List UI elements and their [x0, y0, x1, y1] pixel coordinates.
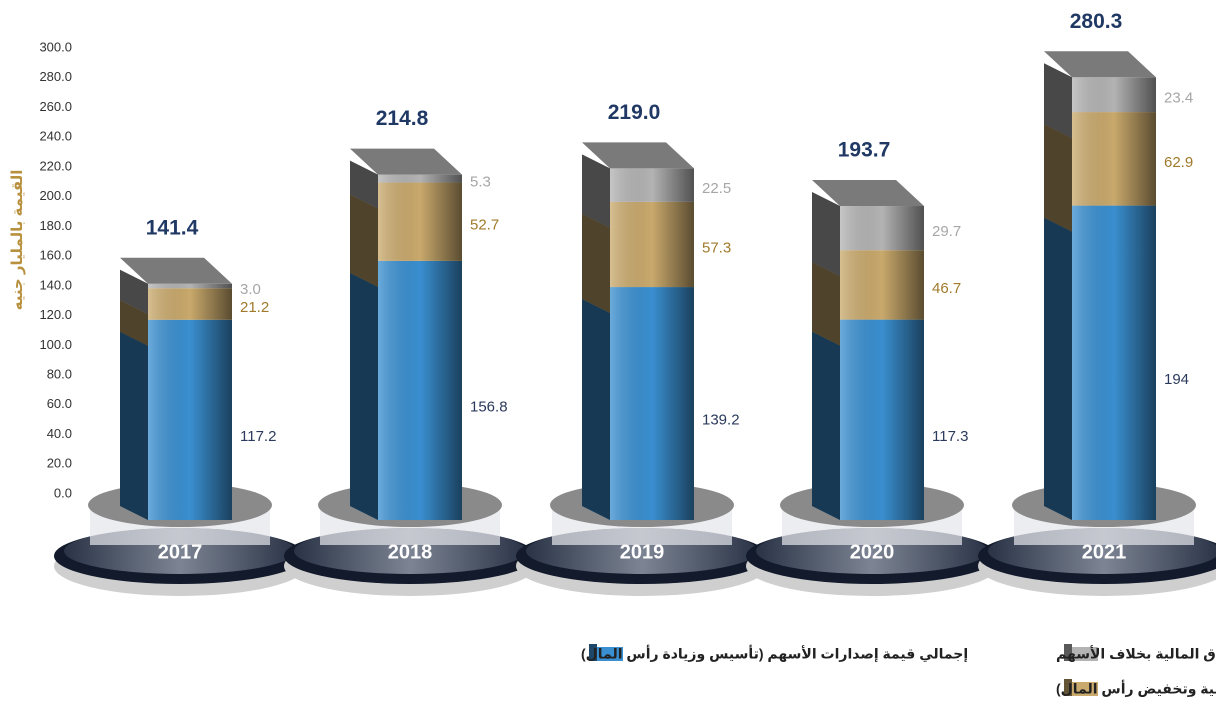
- total-label: 141.4: [146, 216, 199, 239]
- value-label: 23.4: [1164, 90, 1193, 107]
- total-label: 193.7: [838, 139, 891, 162]
- value-label: 117.2: [240, 428, 276, 445]
- bar-shade: [610, 168, 694, 202]
- bar-side-shade: [582, 273, 610, 520]
- legend-swatch-side: [1064, 644, 1072, 661]
- x-tick-label: 2021: [1082, 541, 1127, 563]
- legend-label: إجمالي قيمة إصدارات الأسهم (تأسيس وزيادة…: [581, 645, 968, 663]
- y-tick-label: 40.0: [47, 426, 72, 441]
- bar-shade: [840, 319, 924, 520]
- bar-top: [582, 142, 694, 169]
- y-tick-label: 280.0: [39, 69, 72, 84]
- bar-top: [1044, 51, 1156, 78]
- bar-side-shade: [120, 305, 148, 520]
- legend-swatch-side: [1064, 679, 1072, 696]
- y-tick-label: 240.0: [39, 129, 72, 144]
- y-tick-label: 300.0: [39, 39, 72, 54]
- y-tick-label: 20.0: [47, 456, 72, 471]
- value-label: 21.2: [240, 299, 269, 316]
- bar-shade: [840, 250, 924, 320]
- bar-shade: [148, 288, 232, 320]
- bar-side-shade: [582, 154, 610, 228]
- legend-swatch: [1070, 682, 1098, 696]
- value-label: 29.7: [932, 223, 961, 240]
- y-tick-label: 180.0: [39, 218, 72, 233]
- bar-shade: [840, 206, 924, 251]
- bar-side-shade: [1044, 191, 1072, 520]
- bar-shade: [148, 283, 232, 289]
- bar-side-shade: [812, 305, 840, 520]
- value-label: 57.3: [702, 239, 731, 256]
- value-label: 52.7: [470, 217, 499, 234]
- bar-top: [120, 257, 232, 284]
- value-label: 117.3: [932, 428, 968, 445]
- bar-side-shade: [812, 192, 840, 277]
- x-tick-label: 2020: [850, 541, 895, 563]
- bar-side-shade: [350, 246, 378, 520]
- total-label: 219.0: [608, 101, 661, 124]
- y-tick-label: 140.0: [39, 277, 72, 292]
- bar-shade: [1072, 112, 1156, 206]
- value-label: 3.0: [240, 281, 261, 298]
- x-tick-label: 2017: [158, 541, 203, 563]
- value-label: 194: [1164, 371, 1189, 388]
- legend-label: إجمالي (تعديل قيمة اسمية وتخفيض رأس الما…: [1056, 680, 1216, 698]
- bar-side-shade: [350, 160, 378, 209]
- x-tick-label: 2019: [620, 541, 665, 563]
- legend-label: إجمالي قيمة إصدارات الاوراق المالية بخلا…: [1056, 646, 1216, 663]
- bar-shade: [1072, 77, 1156, 113]
- y-axis-label: القيمة بالمليار جنيه: [9, 170, 26, 311]
- y-tick-label: 60.0: [47, 396, 72, 411]
- value-label: 156.8: [470, 398, 508, 415]
- y-tick-label: 160.0: [39, 248, 72, 263]
- y-tick-label: 260.0: [39, 99, 72, 114]
- bar-side-shade: [120, 269, 148, 315]
- y-tick-label: 100.0: [39, 337, 72, 352]
- bar-shade: [1072, 205, 1156, 520]
- value-label: 5.3: [470, 174, 491, 191]
- bar-shade: [378, 260, 462, 520]
- bar-shade: [148, 319, 232, 520]
- value-label: 62.9: [1164, 154, 1193, 171]
- bar-shade: [378, 174, 462, 183]
- legend-swatch-side: [589, 644, 597, 661]
- y-tick-label: 120.0: [39, 307, 72, 322]
- value-label: 46.7: [932, 280, 961, 297]
- bar-shade: [378, 182, 462, 261]
- bar-side-shade: [1044, 63, 1072, 139]
- total-label: 280.3: [1070, 10, 1123, 33]
- y-tick-label: 0.0: [54, 485, 72, 500]
- bar-top: [812, 180, 924, 207]
- bar-shade: [610, 287, 694, 520]
- bar-shade: [610, 201, 694, 288]
- y-tick-label: 220.0: [39, 158, 72, 173]
- x-tick-label: 2018: [388, 541, 433, 563]
- legend-swatch: [1070, 647, 1098, 661]
- value-label: 22.5: [702, 180, 731, 197]
- y-tick-label: 200.0: [39, 188, 72, 203]
- total-label: 214.8: [376, 107, 429, 130]
- value-label: 139.2: [702, 411, 740, 428]
- y-tick-label: 80.0: [47, 367, 72, 382]
- bar-top: [350, 148, 462, 175]
- legend-swatch: [595, 647, 623, 661]
